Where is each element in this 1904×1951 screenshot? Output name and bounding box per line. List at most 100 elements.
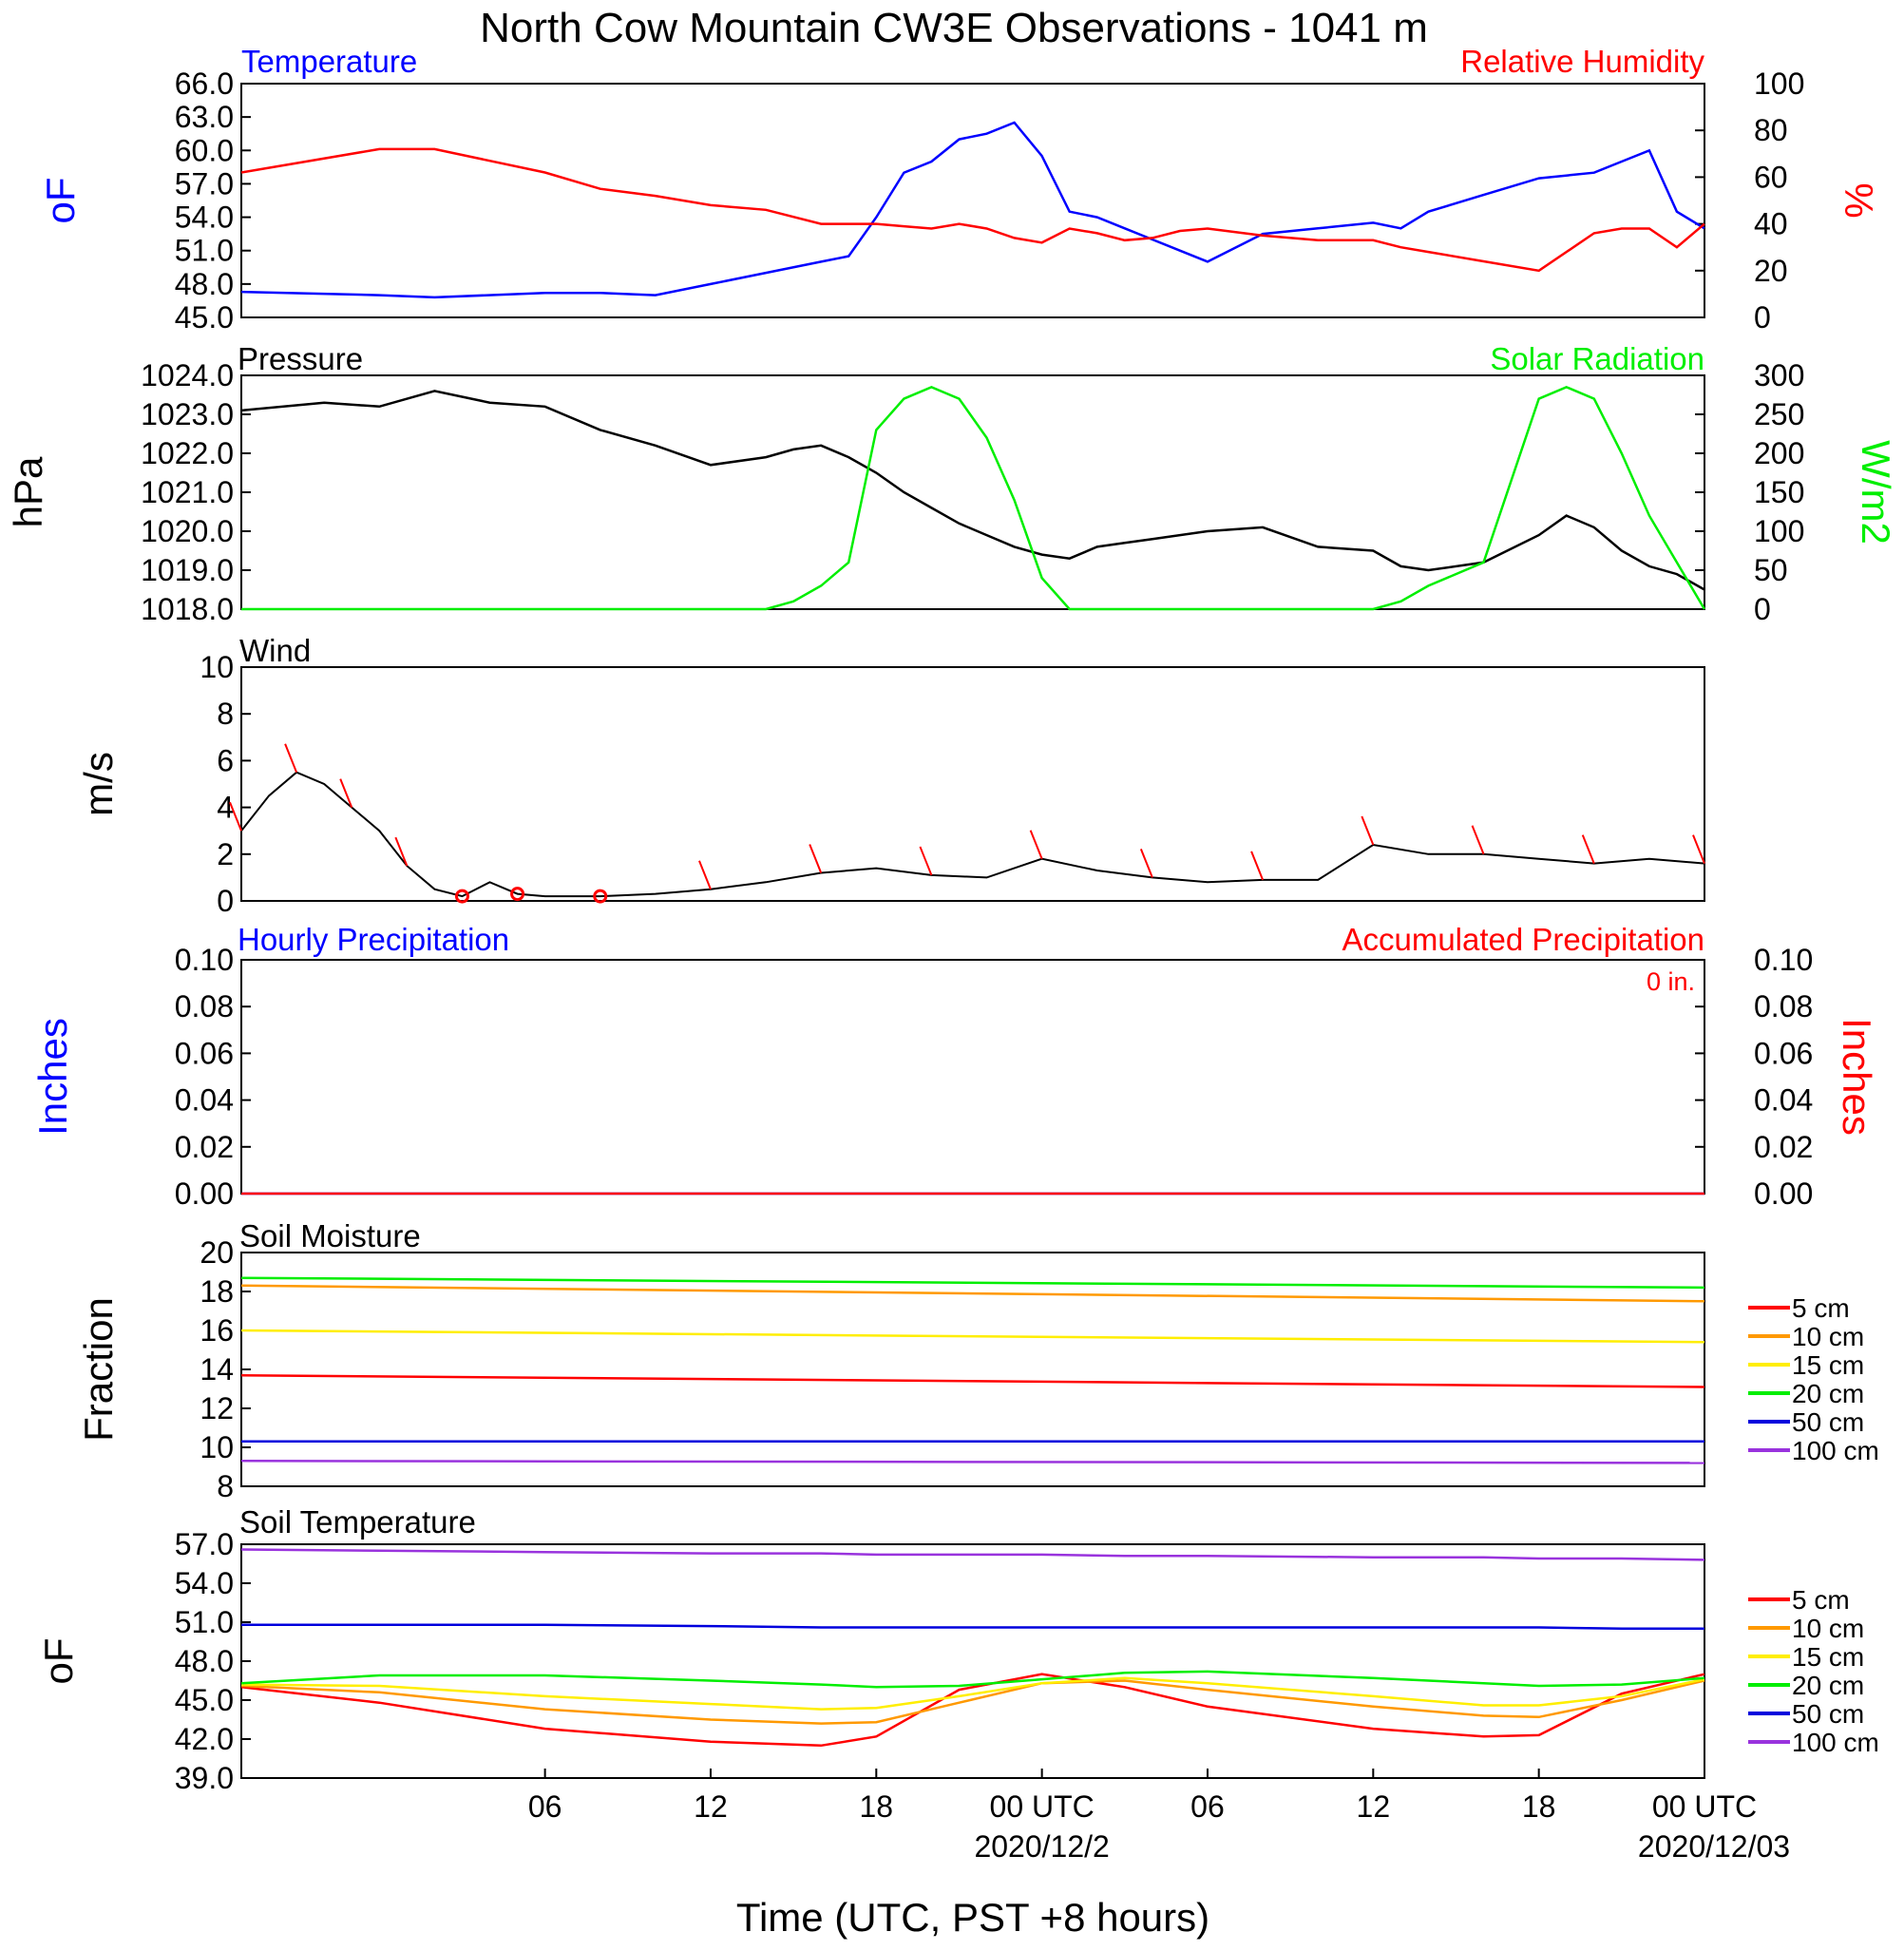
accum-precip-unit: Inches bbox=[1835, 1018, 1879, 1136]
accum-precip-title: Accumulated Precipitation bbox=[1342, 922, 1704, 957]
wind-barbs bbox=[229, 743, 1705, 904]
soil-line-20cm bbox=[240, 1670, 1705, 1689]
solar-radiation-line bbox=[241, 385, 1706, 611]
right-tick-label: 0 bbox=[1754, 592, 1771, 626]
left-tick-label: 48.0 bbox=[175, 267, 234, 301]
legend-label: 20 cm bbox=[1792, 1671, 1864, 1700]
panel-frame bbox=[240, 374, 1705, 610]
soil-moisture-title: Soil Moisture bbox=[239, 1218, 421, 1253]
temperature-line bbox=[240, 121, 1705, 299]
wind-barb bbox=[1250, 851, 1265, 881]
soil-temperature-title: Soil Temperature bbox=[239, 1504, 476, 1540]
right-tick-label: 40 bbox=[1754, 207, 1788, 241]
soil-line-20cm bbox=[240, 1276, 1705, 1290]
left-tick-label: 1018.0 bbox=[141, 592, 234, 626]
right-tick-label: 0 bbox=[1754, 300, 1771, 335]
x-tick-label: 00 UTC bbox=[990, 1789, 1095, 1824]
legend-label: 5 cm bbox=[1792, 1293, 1850, 1323]
precip-total-label: 0 in. bbox=[1647, 967, 1695, 996]
left-tick-label: 12 bbox=[200, 1391, 234, 1425]
soil-line-5cm bbox=[240, 1673, 1705, 1748]
legend-label: 100 cm bbox=[1792, 1436, 1879, 1465]
legend-label: 10 cm bbox=[1792, 1614, 1864, 1643]
x-date-label: 2020/12/2 bbox=[974, 1829, 1109, 1864]
wind-barb bbox=[1139, 849, 1153, 878]
wind-barb bbox=[1471, 825, 1485, 855]
humidity-line bbox=[240, 147, 1705, 273]
right-tick-label: 0.00 bbox=[1754, 1176, 1813, 1211]
soil-line-50cm bbox=[241, 1623, 1704, 1631]
right-tick-label: 250 bbox=[1754, 397, 1804, 431]
wind-barb bbox=[229, 801, 242, 832]
right-tick-label: 150 bbox=[1754, 475, 1804, 509]
legend-label: 15 cm bbox=[1792, 1642, 1864, 1672]
right-tick-label: 60 bbox=[1754, 160, 1788, 194]
right-tick-label: 0.02 bbox=[1754, 1130, 1813, 1164]
wind-barb bbox=[919, 846, 933, 876]
legend-label: 10 cm bbox=[1792, 1322, 1864, 1351]
left-tick-label: 39.0 bbox=[175, 1761, 234, 1795]
humidity-unit: % bbox=[1837, 182, 1881, 218]
left-tick-label: 20 bbox=[200, 1235, 234, 1270]
legend-label: 20 cm bbox=[1792, 1379, 1864, 1408]
legend-label: 50 cm bbox=[1792, 1699, 1864, 1729]
right-tick-label: 80 bbox=[1754, 113, 1788, 147]
x-tick-label: 12 bbox=[694, 1789, 728, 1824]
soil-line-15cm bbox=[240, 1329, 1705, 1344]
left-tick-label: 1021.0 bbox=[141, 475, 234, 509]
panel-frame bbox=[240, 83, 1705, 318]
left-tick-label: 60.0 bbox=[175, 133, 234, 167]
left-tick-label: 8 bbox=[217, 697, 234, 731]
soil-temperature-unit: oF bbox=[36, 1637, 81, 1684]
right-tick-label: 100 bbox=[1754, 67, 1804, 101]
left-tick-label: 1023.0 bbox=[141, 397, 234, 431]
left-tick-label: 2 bbox=[217, 837, 234, 871]
left-tick-label: 18 bbox=[200, 1274, 234, 1309]
panel-pressure-solar: Pressure Solar Radiation hPa W/m2 1024.0… bbox=[6, 341, 1898, 626]
wind-unit: m/s bbox=[76, 752, 121, 816]
panel-temperature-humidity: Temperature Relative Humidity oF % 66.06… bbox=[38, 44, 1881, 335]
right-tick-label: 0.08 bbox=[1754, 989, 1813, 1023]
panel-frame bbox=[240, 1543, 1705, 1779]
wind-barb bbox=[1581, 834, 1595, 865]
soil-line-5cm bbox=[240, 1373, 1705, 1388]
left-tick-label: 42.0 bbox=[175, 1722, 234, 1756]
left-tick-label: 14 bbox=[200, 1352, 234, 1387]
x-tick-label: 06 bbox=[528, 1789, 562, 1824]
left-tick-label: 57.0 bbox=[175, 1527, 234, 1561]
wind-speed-line bbox=[240, 771, 1705, 898]
left-tick-label: 45.0 bbox=[175, 1683, 234, 1717]
x-tick-label: 06 bbox=[1190, 1789, 1225, 1824]
legend-label: 50 cm bbox=[1792, 1407, 1864, 1437]
wind-barb bbox=[394, 836, 409, 867]
panel-soil-temperature: Soil Temperature oF 57.0 54.0 51.0 48.0 45.0… bbox=[36, 1504, 1879, 1795]
left-tick-label: 51.0 bbox=[175, 1605, 234, 1639]
x-date-label: 2020/12/03 bbox=[1638, 1829, 1790, 1864]
left-tick-label: 66.0 bbox=[175, 67, 234, 101]
left-tick-label: 0.08 bbox=[175, 989, 234, 1023]
humidity-title: Relative Humidity bbox=[1460, 44, 1704, 79]
left-tick-label: 0.02 bbox=[175, 1130, 234, 1164]
left-tick-label: 0.04 bbox=[175, 1083, 234, 1118]
wind-barb bbox=[809, 844, 823, 873]
wind-barb bbox=[339, 778, 353, 808]
soil-line-100cm bbox=[240, 1460, 1705, 1464]
left-tick-label: 6 bbox=[217, 743, 234, 777]
right-tick-label: 20 bbox=[1754, 254, 1788, 288]
right-tick-label: 50 bbox=[1754, 553, 1788, 587]
x-tick-label: 00 UTC bbox=[1652, 1789, 1757, 1824]
wind-barb bbox=[1361, 815, 1375, 846]
hourly-precip-unit: Inches bbox=[30, 1018, 75, 1136]
right-tick-label: 0.04 bbox=[1754, 1083, 1813, 1118]
solar-title: Solar Radiation bbox=[1490, 341, 1704, 376]
left-tick-label: 63.0 bbox=[175, 100, 234, 134]
left-tick-label: 0.10 bbox=[175, 943, 234, 977]
panel-frame bbox=[240, 959, 1705, 1195]
hourly-precip-title: Hourly Precipitation bbox=[238, 922, 509, 957]
left-tick-label: 45.0 bbox=[175, 300, 234, 335]
left-tick-label: 0.06 bbox=[175, 1036, 234, 1070]
left-tick-label: 1022.0 bbox=[141, 436, 234, 470]
right-tick-label: 200 bbox=[1754, 436, 1804, 470]
calm-wind-marker bbox=[454, 889, 469, 904]
